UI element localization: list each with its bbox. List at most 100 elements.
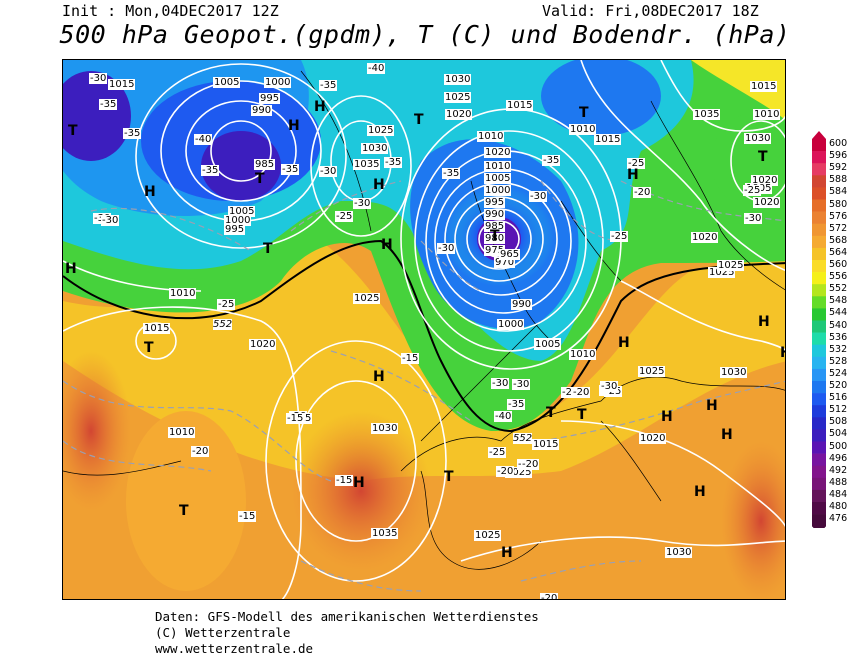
legend-label: 512	[829, 404, 848, 416]
low-pressure-marker: T	[263, 241, 273, 257]
high-pressure-marker: H	[501, 545, 513, 561]
high-pressure-marker: H	[694, 484, 706, 500]
legend-label: 580	[829, 198, 848, 210]
legend-label: 544	[829, 307, 848, 319]
temperature-label: -30	[437, 243, 456, 254]
temperature-label: -40	[494, 411, 513, 422]
color-legend: 600 596 592 588 584 580 576 572 568 564 560 556 552 5…	[812, 131, 850, 535]
pressure-label: 1035	[693, 109, 721, 120]
west-warm-core	[63, 351, 131, 511]
temperature-label: -25	[217, 299, 236, 310]
temperature-label: -25	[627, 158, 646, 169]
legend-label: 524	[829, 367, 848, 379]
pressure-label: 1005	[228, 206, 256, 217]
init-time: Init : Mon,04DEC2017 12Z	[62, 2, 279, 20]
pressure-label: 1030	[720, 367, 748, 378]
temperature-label: -30	[353, 198, 372, 209]
pressure-label: 1020	[753, 197, 781, 208]
pressure-label: 1010	[169, 288, 197, 299]
pressure-label: 1020	[445, 109, 473, 120]
legend-label: 584	[829, 186, 848, 198]
temperature-label: -30	[89, 73, 108, 84]
legend-swatch	[812, 489, 826, 503]
pressure-label: 965	[499, 249, 521, 260]
temperature-label: -40	[367, 63, 386, 74]
pressure-label: 1000	[484, 185, 512, 196]
legend-swatch	[812, 223, 826, 237]
legend-label: 572	[829, 222, 848, 234]
high-pressure-marker: H	[706, 398, 718, 414]
pressure-label: 1010	[569, 124, 597, 135]
pressure-label: 1025	[444, 92, 472, 103]
pressure-label: 1025	[367, 125, 395, 136]
pressure-label: 1035	[371, 528, 399, 539]
high-pressure-marker: H	[618, 335, 630, 351]
legend-swatch	[812, 502, 826, 515]
pressure-label: 970	[494, 257, 516, 268]
legend-label: 568	[829, 234, 848, 246]
pressure-label: 985	[484, 221, 506, 232]
legend-swatch	[812, 332, 826, 345]
southwest-warm-core	[126, 411, 246, 591]
temperature-label: -30	[600, 381, 619, 392]
legend-label: 488	[829, 476, 848, 488]
pressure-label: 1025	[474, 530, 502, 541]
temperature-label: -20	[572, 387, 591, 398]
pressure-label: 1025	[353, 293, 381, 304]
pressure-label: 1000	[497, 319, 525, 330]
temperature-label: -25	[610, 231, 629, 242]
temperature-label: -20	[633, 187, 652, 198]
pressure-label: 990	[251, 105, 273, 116]
legend-swatch	[812, 151, 826, 164]
legend-swatch	[812, 320, 826, 333]
low-pressure-marker: T	[758, 149, 768, 165]
valid-time: Valid: Fri,08DEC2017 18Z	[542, 2, 759, 20]
temperature-label: -15	[401, 353, 420, 364]
pressure-label: 1035	[353, 159, 381, 170]
temperature-label: -35	[384, 157, 403, 168]
pressure-label: 1020	[484, 147, 512, 158]
footer-source: Daten: GFS-Modell des amerikanischen Wet…	[155, 609, 539, 624]
footer-url: www.wetterzentrale.de	[155, 641, 314, 656]
pressure-label: 1000	[264, 77, 292, 88]
temperature-label: -30	[529, 191, 548, 202]
pressure-label: 995	[224, 224, 246, 235]
map-canvas	[63, 60, 785, 599]
legend-swatch	[812, 247, 826, 261]
temperature-label: -30	[491, 378, 510, 389]
low-pressure-marker: T	[255, 171, 265, 187]
legend-label: 564	[829, 246, 848, 258]
temperature-label: -15	[335, 475, 354, 486]
map-title: 500 hPa Geopot.(gpdm), T (C) und Bodendr…	[59, 20, 791, 49]
low-pressure-marker: T	[144, 340, 154, 356]
temperature-label: -40	[194, 134, 213, 145]
temperature-label: -35	[319, 80, 338, 91]
pressure-label: 985	[254, 159, 276, 170]
temperature-label: -20	[496, 466, 515, 477]
contour-552-label: 552	[213, 319, 233, 330]
contour-552-label: 552	[513, 433, 533, 444]
temperature-label: -25	[335, 211, 354, 222]
temperature-label: -25	[743, 185, 762, 196]
pressure-label: 1010	[484, 161, 512, 172]
footer-copyright: (C) Wetterzentrale	[155, 625, 291, 640]
legend-label: 492	[829, 464, 848, 476]
legend-swatch	[812, 344, 826, 358]
legend-label: 476	[829, 513, 848, 525]
temperature-label: -35	[123, 128, 142, 139]
pressure-label: 980	[484, 233, 506, 244]
legend-label: 532	[829, 343, 848, 355]
pressure-label: 975	[484, 245, 506, 256]
high-pressure-marker: H	[65, 261, 77, 277]
pressure-label: 990	[511, 299, 533, 310]
pressure-label: 1015	[532, 439, 560, 450]
legend-label: 560	[829, 259, 848, 270]
legend-label: 600	[829, 138, 848, 149]
legend-swatch	[812, 139, 826, 152]
legend-swatch	[812, 187, 826, 200]
legend-swatch	[812, 393, 826, 406]
pressure-label: 1020	[249, 339, 277, 350]
pressure-label: 1030	[361, 143, 389, 154]
legend-label: 540	[829, 319, 848, 331]
pressure-label: 1020	[751, 175, 779, 186]
